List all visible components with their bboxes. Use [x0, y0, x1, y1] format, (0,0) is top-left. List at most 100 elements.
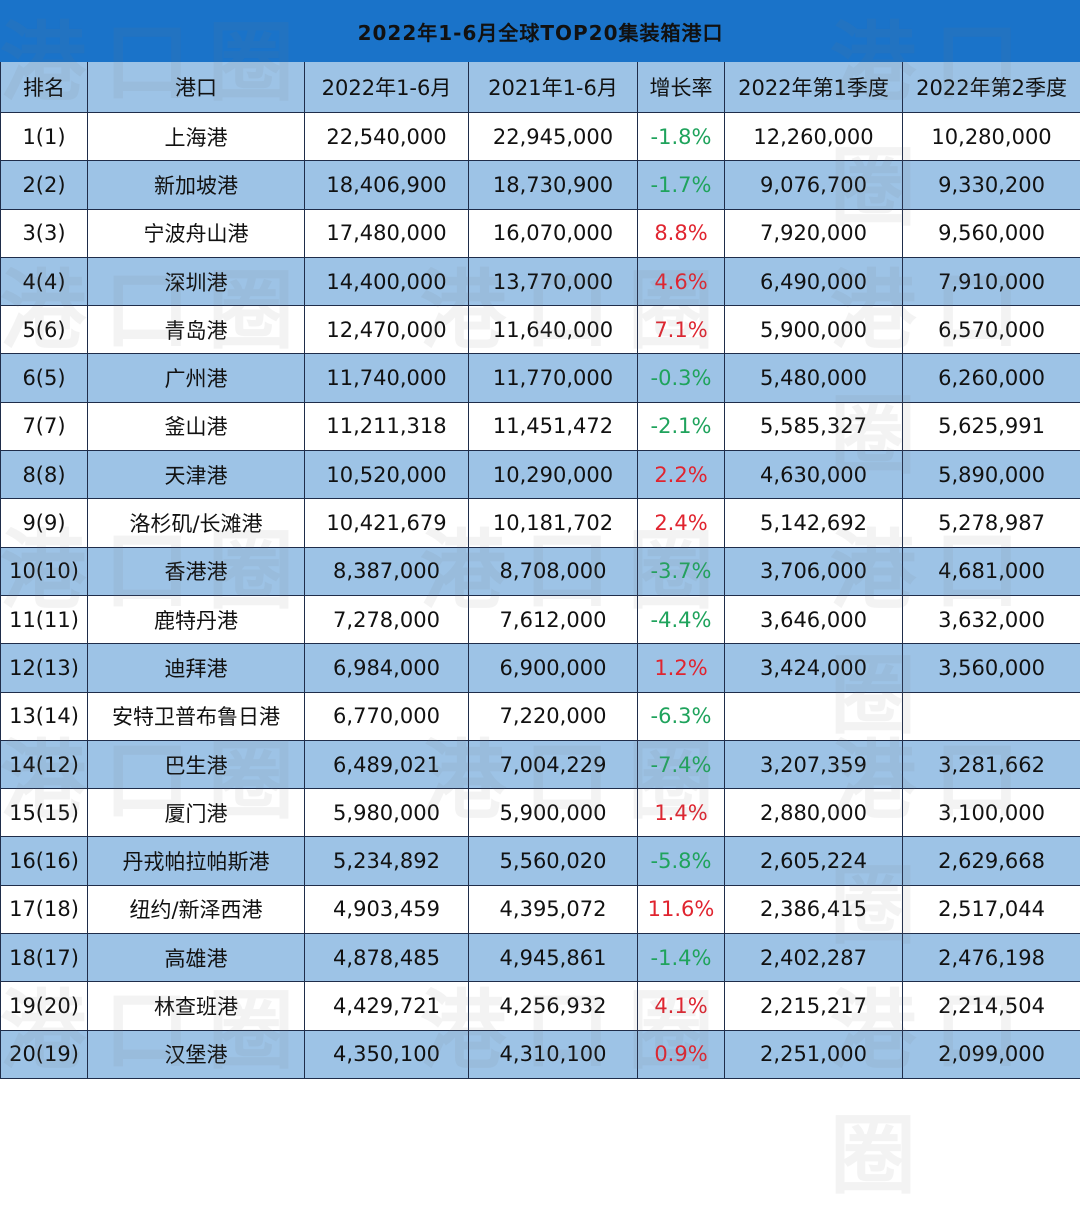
cell-growth: 0.9%: [638, 1030, 725, 1078]
cell-port: 深圳港: [88, 257, 305, 305]
cell-rank: 16(16): [1, 837, 88, 885]
cell-rank: 3(3): [1, 209, 88, 257]
cell-q2-2022: 5,278,987: [903, 499, 1080, 547]
cell-rank: 19(20): [1, 982, 88, 1030]
cell-h1-2022: 14,400,000: [305, 257, 469, 305]
cell-q2-2022: 4,681,000: [903, 547, 1080, 595]
cell-q1-2022: 5,900,000: [725, 306, 903, 354]
cell-q2-2022: 7,910,000: [903, 257, 1080, 305]
cell-h1-2021: 7,220,000: [469, 692, 638, 740]
cell-h1-2022: 12,470,000: [305, 306, 469, 354]
cell-h1-2021: 16,070,000: [469, 209, 638, 257]
cell-port: 纽约/新泽西港: [88, 885, 305, 933]
cell-h1-2022: 5,980,000: [305, 789, 469, 837]
cell-q1-2022: 5,142,692: [725, 499, 903, 547]
cell-q2-2022: 2,476,198: [903, 934, 1080, 982]
cell-port: 丹戎帕拉帕斯港: [88, 837, 305, 885]
cell-growth: -6.3%: [638, 692, 725, 740]
cell-q1-2022: 5,585,327: [725, 402, 903, 450]
cell-rank: 1(1): [1, 113, 88, 161]
cell-port: 广州港: [88, 354, 305, 402]
cell-q1-2022: 9,076,700: [725, 161, 903, 209]
cell-q1-2022: 2,402,287: [725, 934, 903, 982]
cell-q2-2022: 3,632,000: [903, 595, 1080, 643]
cell-q2-2022: 6,570,000: [903, 306, 1080, 354]
cell-h1-2021: 13,770,000: [469, 257, 638, 305]
col-header-port: 港口: [88, 62, 305, 113]
cell-h1-2021: 11,770,000: [469, 354, 638, 402]
cell-q1-2022: 3,646,000: [725, 595, 903, 643]
cell-port: 巴生港: [88, 740, 305, 788]
cell-q2-2022: 5,890,000: [903, 451, 1080, 499]
cell-h1-2021: 5,900,000: [469, 789, 638, 837]
cell-q1-2022: 4,630,000: [725, 451, 903, 499]
cell-growth: 2.4%: [638, 499, 725, 547]
cell-rank: 18(17): [1, 934, 88, 982]
cell-h1-2021: 10,290,000: [469, 451, 638, 499]
cell-port: 香港港: [88, 547, 305, 595]
cell-rank: 4(4): [1, 257, 88, 305]
cell-h1-2021: 18,730,900: [469, 161, 638, 209]
cell-rank: 15(15): [1, 789, 88, 837]
cell-port: 青岛港: [88, 306, 305, 354]
cell-rank: 8(8): [1, 451, 88, 499]
cell-q1-2022: 3,207,359: [725, 740, 903, 788]
cell-port: 宁波舟山港: [88, 209, 305, 257]
cell-growth: -1.8%: [638, 113, 725, 161]
cell-growth: -1.4%: [638, 934, 725, 982]
cell-h1-2022: 4,429,721: [305, 982, 469, 1030]
cell-q1-2022: 2,251,000: [725, 1030, 903, 1078]
cell-h1-2021: 4,395,072: [469, 885, 638, 933]
cell-rank: 13(14): [1, 692, 88, 740]
cell-rank: 10(10): [1, 547, 88, 595]
cell-h1-2022: 7,278,000: [305, 595, 469, 643]
col-header-rank: 排名: [1, 62, 88, 113]
cell-h1-2021: 11,640,000: [469, 306, 638, 354]
col-header-growth: 增长率: [638, 62, 725, 113]
cell-rank: 9(9): [1, 499, 88, 547]
cell-rank: 7(7): [1, 402, 88, 450]
cell-port: 上海港: [88, 113, 305, 161]
port-ranking-sheet: 2022年1-6月全球TOP20集装箱港口 排名 港口 2022年1-6月 20…: [0, 0, 1080, 1090]
cell-rank: 20(19): [1, 1030, 88, 1078]
cell-h1-2021: 10,181,702: [469, 499, 638, 547]
cell-growth: -3.7%: [638, 547, 725, 595]
cell-port: 高雄港: [88, 934, 305, 982]
cell-h1-2022: 6,489,021: [305, 740, 469, 788]
cell-port: 林查班港: [88, 982, 305, 1030]
cell-q2-2022: [903, 692, 1080, 740]
cell-q1-2022: 3,424,000: [725, 644, 903, 692]
cell-rank: 6(5): [1, 354, 88, 402]
cell-h1-2022: 17,480,000: [305, 209, 469, 257]
cell-q1-2022: 6,490,000: [725, 257, 903, 305]
cell-port: 安特卫普布鲁日港: [88, 692, 305, 740]
cell-h1-2022: 4,903,459: [305, 885, 469, 933]
cell-h1-2021: 7,612,000: [469, 595, 638, 643]
col-header-h1-2022: 2022年1-6月: [305, 62, 469, 113]
col-header-q2-2022: 2022年第2季度: [903, 62, 1080, 113]
cell-q1-2022: 2,215,217: [725, 982, 903, 1030]
cell-port: 釜山港: [88, 402, 305, 450]
cell-h1-2021: 6,900,000: [469, 644, 638, 692]
header-row: 排名 港口 2022年1-6月 2021年1-6月 增长率 2022年第1季度 …: [1, 62, 1080, 113]
cell-h1-2022: 5,234,892: [305, 837, 469, 885]
cell-h1-2021: 5,560,020: [469, 837, 638, 885]
cell-port: 鹿特丹港: [88, 595, 305, 643]
cell-growth: 1.2%: [638, 644, 725, 692]
cell-h1-2021: 8,708,000: [469, 547, 638, 595]
cell-h1-2022: 22,540,000: [305, 113, 469, 161]
cell-q2-2022: 2,517,044: [903, 885, 1080, 933]
cell-growth: 11.6%: [638, 885, 725, 933]
cell-h1-2022: 6,984,000: [305, 644, 469, 692]
